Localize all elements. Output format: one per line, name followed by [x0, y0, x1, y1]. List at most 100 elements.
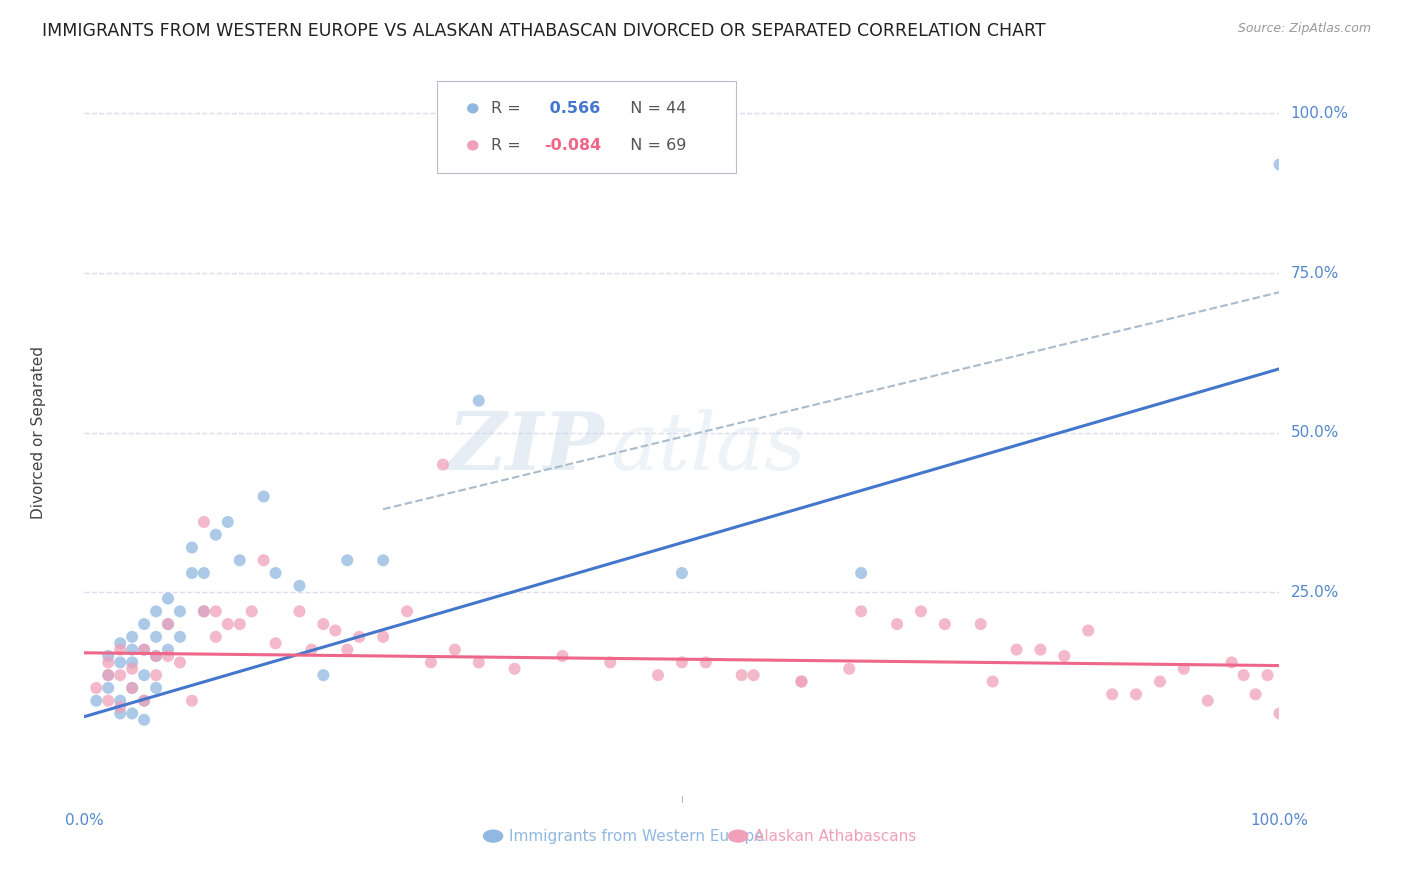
Point: [1005, 642, 1028, 657]
Point: [110, 668, 132, 682]
Point: [264, 566, 287, 580]
Point: [970, 617, 993, 632]
Point: [301, 642, 323, 657]
Point: [86, 681, 108, 695]
Point: [145, 681, 167, 695]
Point: [169, 604, 191, 618]
Point: [349, 630, 371, 644]
Point: [169, 656, 191, 670]
Point: [110, 642, 132, 657]
Point: [1197, 694, 1219, 708]
Point: [432, 458, 454, 472]
Point: [742, 668, 765, 682]
Point: [851, 566, 873, 580]
Point: [647, 668, 669, 682]
Point: [97, 694, 120, 708]
Point: [886, 617, 908, 632]
Point: [1257, 668, 1279, 682]
Point: [217, 617, 239, 632]
Point: [132, 642, 156, 657]
Point: [132, 642, 156, 657]
Point: [468, 393, 491, 408]
Point: [157, 642, 180, 657]
Point: [468, 656, 491, 670]
Point: [121, 681, 143, 695]
Point: [790, 674, 813, 689]
Point: [97, 656, 120, 670]
Text: 75.0%: 75.0%: [1291, 266, 1339, 281]
Point: [110, 694, 132, 708]
Point: [132, 694, 156, 708]
Point: [229, 617, 252, 632]
Ellipse shape: [468, 103, 478, 112]
Point: [288, 579, 311, 593]
Point: [325, 624, 347, 638]
Point: [444, 642, 467, 657]
Point: [121, 642, 143, 657]
Point: [97, 648, 120, 663]
Point: [157, 617, 180, 632]
Point: [253, 553, 276, 567]
Point: [145, 648, 167, 663]
Point: [193, 604, 215, 618]
Point: [110, 656, 132, 670]
Point: [1149, 674, 1171, 689]
Text: Alaskan Athabascans: Alaskan Athabascans: [754, 829, 915, 844]
Circle shape: [728, 830, 748, 842]
Point: [121, 656, 143, 670]
Point: [1101, 687, 1123, 701]
Point: [157, 591, 180, 606]
Text: R =: R =: [491, 101, 526, 116]
Point: [373, 630, 395, 644]
Point: [97, 681, 120, 695]
Point: [420, 656, 443, 670]
Point: [181, 541, 204, 555]
Point: [1173, 662, 1195, 676]
Point: [193, 515, 215, 529]
Text: IMMIGRANTS FROM WESTERN EUROPE VS ALASKAN ATHABASCAN DIVORCED OR SEPARATED CORRE: IMMIGRANTS FROM WESTERN EUROPE VS ALASKA…: [42, 22, 1046, 40]
Text: 100.0%: 100.0%: [1291, 106, 1348, 121]
Point: [1125, 687, 1147, 701]
Point: [240, 604, 263, 618]
Point: [336, 553, 359, 567]
Point: [599, 656, 621, 670]
Point: [264, 636, 287, 650]
Point: [910, 604, 932, 618]
Text: Immigrants from Western Europe: Immigrants from Western Europe: [509, 829, 763, 844]
Text: -0.084: -0.084: [544, 138, 602, 153]
Text: R =: R =: [491, 138, 526, 153]
Point: [312, 668, 335, 682]
Point: [551, 648, 574, 663]
Text: Divorced or Separated: Divorced or Separated: [31, 346, 46, 519]
Point: [193, 604, 215, 618]
Point: [1029, 642, 1052, 657]
Point: [373, 553, 395, 567]
Point: [97, 668, 120, 682]
Point: [503, 662, 526, 676]
Point: [132, 617, 156, 632]
Point: [157, 617, 180, 632]
Text: 25.0%: 25.0%: [1291, 584, 1339, 599]
Point: [205, 630, 228, 644]
Point: [838, 662, 860, 676]
Point: [1233, 668, 1256, 682]
Point: [121, 662, 143, 676]
Point: [1053, 648, 1076, 663]
Point: [157, 648, 180, 663]
Point: [1077, 624, 1099, 638]
Point: [336, 642, 359, 657]
Point: [205, 527, 228, 541]
Point: [181, 566, 204, 580]
Point: [132, 694, 156, 708]
Point: [110, 636, 132, 650]
Point: [97, 668, 120, 682]
Point: [790, 674, 813, 689]
Point: [145, 648, 167, 663]
Point: [851, 604, 873, 618]
Point: [1268, 706, 1291, 721]
Point: [934, 617, 956, 632]
Point: [229, 553, 252, 567]
Point: [312, 617, 335, 632]
Point: [253, 490, 276, 504]
Point: [121, 681, 143, 695]
